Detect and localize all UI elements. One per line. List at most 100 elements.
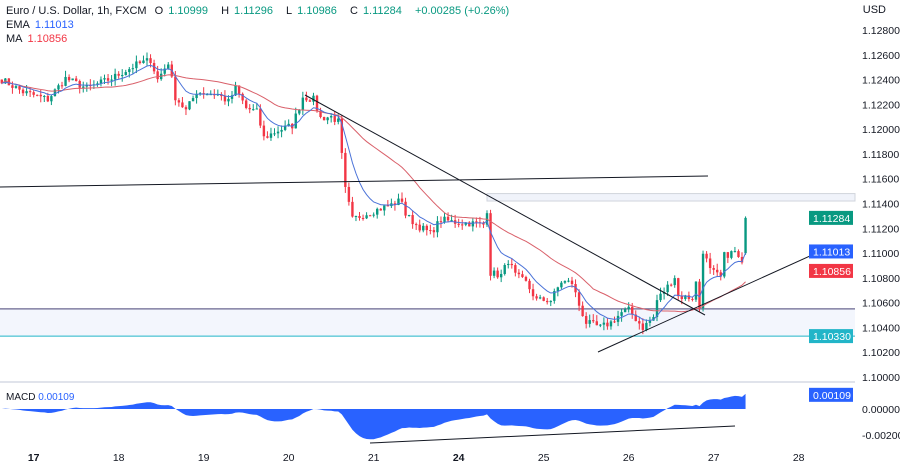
candle-body (712, 268, 715, 270)
candle-body (368, 215, 372, 217)
candle-body (698, 281, 701, 309)
candle-body (358, 216, 361, 218)
candle-body (337, 118, 340, 122)
ema-line (1, 64, 747, 321)
candle-body (96, 83, 99, 85)
price-tick-label: 1.10400 (862, 322, 900, 334)
candle-body (354, 216, 358, 218)
candle-body (326, 117, 329, 121)
candle-body (227, 98, 230, 102)
candle-body (432, 230, 436, 233)
candle-body (659, 293, 662, 301)
time-axis[interactable]: 17 18 19 20 21 24 25 26 27 28 (28, 452, 805, 464)
candle-body (110, 79, 113, 81)
candle-body (298, 109, 301, 114)
candle-body (418, 224, 421, 231)
uptrend-line[interactable] (597, 245, 833, 353)
macd-tick-label: -0.00200 (862, 430, 900, 442)
macd-tick-label: 0.00000 (862, 404, 900, 416)
candle-body (28, 91, 32, 93)
candle-body (248, 107, 251, 110)
candle-body (347, 186, 351, 202)
candle-body (383, 205, 386, 211)
candle-body (701, 253, 705, 309)
candle-body (128, 69, 131, 73)
candle-body (39, 94, 42, 97)
candle-body (652, 317, 655, 321)
close-label: C (349, 5, 358, 17)
price-tick-label: 1.12200 (862, 99, 900, 111)
macd-label: MACD (6, 392, 36, 403)
candle-body (411, 215, 414, 225)
candle-body (666, 284, 669, 293)
time-tick-label: 18 (113, 452, 125, 464)
candle-body (673, 278, 676, 286)
candle-body (223, 96, 227, 102)
candle-body (188, 101, 191, 110)
candle-body (613, 321, 616, 323)
time-tick-label: 20 (283, 452, 295, 464)
candle-body (514, 265, 517, 273)
currency-label[interactable]: USD (862, 4, 886, 16)
candle-body (648, 320, 652, 323)
candle-body (744, 217, 747, 254)
candle-body (631, 306, 634, 315)
horizontal-trend-line[interactable] (0, 175, 709, 188)
price-tick-label: 1.11400 (862, 199, 899, 211)
candle-body (64, 76, 67, 86)
candle-body (733, 251, 737, 253)
candle-body (174, 76, 177, 101)
candle-body (503, 265, 506, 274)
candle-body (333, 116, 336, 122)
close-value: 1.11284 (362, 5, 402, 17)
candle-body (538, 297, 542, 299)
macd-divergence-line[interactable] (369, 425, 736, 444)
candle-body (177, 100, 181, 103)
candle-body (531, 289, 535, 297)
candle-body (11, 85, 14, 88)
candle-body (407, 215, 411, 217)
candle-body (121, 75, 124, 77)
candle-body (53, 89, 57, 97)
low-value: 1.10986 (297, 5, 337, 17)
candle-body (521, 274, 524, 277)
candle-body (556, 287, 560, 292)
candle-body (85, 85, 88, 87)
candle-body (156, 71, 159, 80)
candle-body (0, 79, 4, 84)
candle-body (606, 322, 609, 327)
candle-body (567, 280, 570, 282)
resistance-zone (486, 193, 856, 202)
candle-body (535, 296, 538, 299)
ema-legend[interactable]: EMA 1.11013 (6, 18, 514, 32)
high-label: H (221, 5, 230, 17)
candle-body (113, 73, 117, 80)
candle-body (450, 220, 453, 222)
candle-body (425, 225, 428, 231)
candle-body (638, 321, 641, 324)
price-tick-label: 1.11600 (862, 174, 899, 186)
symbol-title[interactable]: Euro / U.S. Dollar, 1h, FXCM (6, 5, 147, 17)
price-tick-label: 1.10200 (862, 347, 900, 359)
ma-legend[interactable]: MA 1.10856 (6, 32, 514, 46)
price-axis[interactable]: 1.12800 1.12600 1.12400 1.12200 1.12000 1.118… (862, 25, 900, 442)
candle-body (340, 118, 343, 153)
price-tick-label: 1.12800 (862, 25, 900, 37)
candle-body (252, 109, 255, 111)
candle-body (542, 297, 545, 301)
candle-body (344, 152, 347, 187)
high-value: 1.11296 (234, 5, 273, 17)
candle-body (623, 309, 627, 313)
candle-body (329, 116, 333, 118)
candle-body (414, 224, 418, 226)
macd-legend[interactable]: MACD 0.00109 (6, 392, 74, 403)
low-label: L (286, 5, 293, 17)
candle-body (684, 295, 687, 299)
candle-body (167, 64, 170, 69)
downtrend-line[interactable] (304, 94, 706, 316)
candle-body (50, 96, 53, 102)
candle-body (287, 123, 290, 126)
trend-lines (0, 94, 833, 444)
